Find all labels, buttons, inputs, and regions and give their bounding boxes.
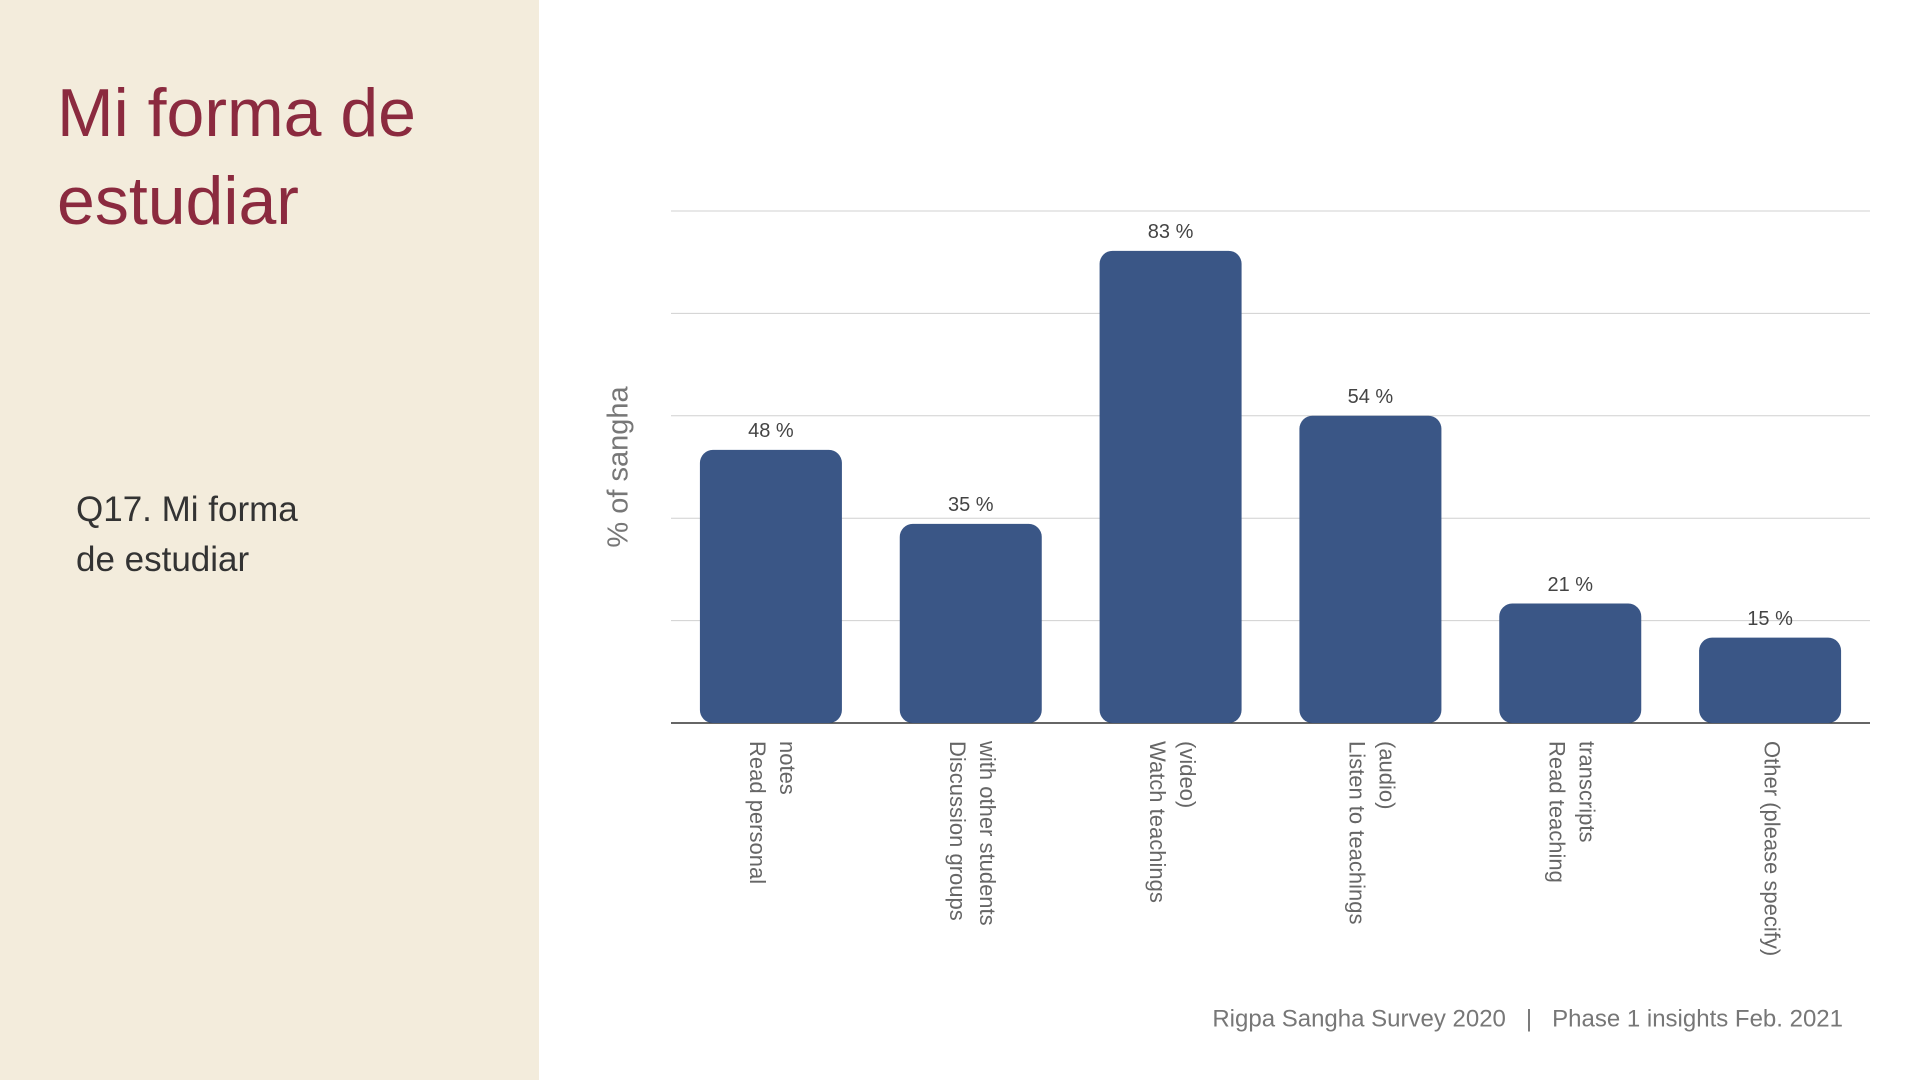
subtitle: Q17. Mi forma de estudiar	[76, 490, 298, 579]
text-line: Mi forma de	[57, 75, 416, 151]
x-tick-label: with other students	[975, 740, 1000, 926]
text-line: Q17. Mi forma	[76, 490, 298, 529]
value-label: 15 %	[1747, 608, 1793, 630]
bar	[699, 449, 842, 723]
bar	[1299, 415, 1442, 723]
value-label: 48 %	[748, 420, 794, 442]
bar	[899, 523, 1042, 723]
footer: Rigpa Sangha Survey 2020 | Phase 1 insig…	[1212, 1005, 1843, 1032]
x-tick-label: Read personal	[745, 741, 770, 884]
y-axis-label: % of sangha	[603, 386, 635, 548]
value-label: 35 %	[948, 494, 994, 516]
x-tick-label: (video)	[1175, 741, 1200, 808]
bar	[1099, 250, 1242, 724]
bar	[1699, 637, 1842, 723]
x-tick-label: Listen to teachings	[1345, 741, 1370, 924]
value-label: 54 %	[1348, 386, 1394, 408]
x-tick-label: Discussion groups	[945, 741, 970, 921]
x-tick-label: Other (please specify)	[1759, 741, 1784, 956]
text-line: de estudiar	[76, 540, 250, 579]
bar	[1499, 603, 1642, 723]
text-line: estudiar	[57, 163, 299, 239]
x-tick-label: Read teaching	[1544, 741, 1569, 883]
side-panel	[0, 0, 539, 1080]
x-tick-label: transcripts	[1574, 741, 1599, 842]
value-label: 21 %	[1547, 574, 1593, 596]
value-label: 83 %	[1148, 221, 1194, 243]
x-tick-label: Watch teachings	[1145, 741, 1170, 903]
slide-title: Mi forma de estudiar	[57, 75, 416, 239]
x-tick-label: (audio)	[1375, 741, 1400, 809]
x-tick-label: notes	[775, 741, 800, 795]
